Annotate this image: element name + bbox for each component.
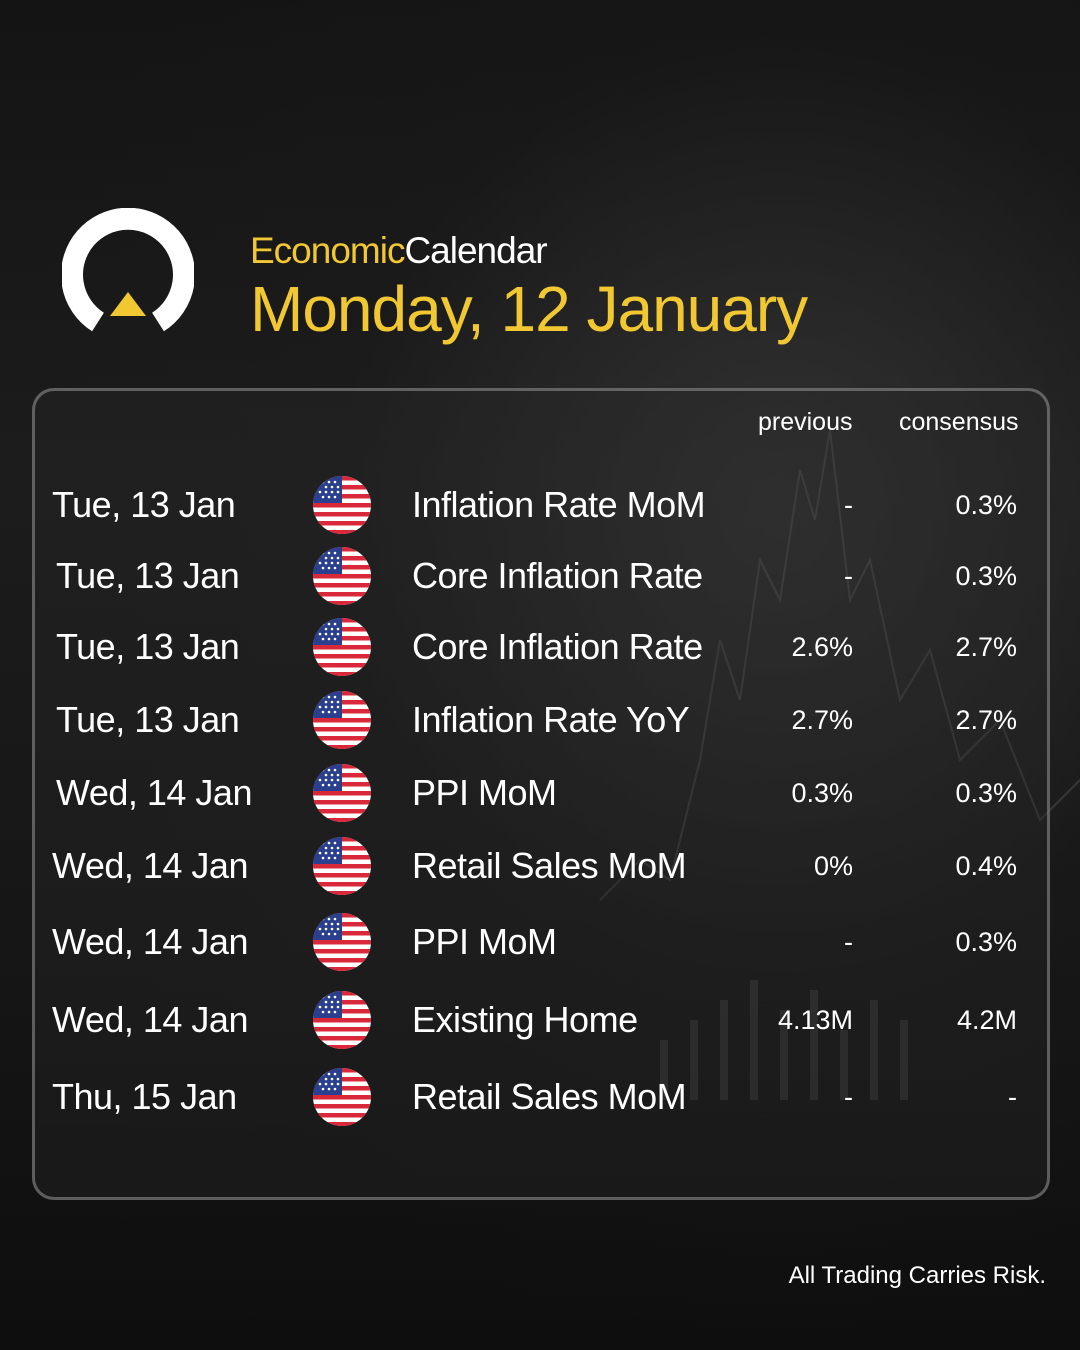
header-label-plain: Calendar [404, 230, 547, 271]
page-title: Monday, 12 January [250, 273, 808, 345]
event-previous: 0.3% [791, 778, 853, 808]
event-name: Core Inflation Rate [412, 555, 703, 596]
event-consensus: 4.2M [956, 1005, 1017, 1035]
us-flag-icon [313, 764, 371, 822]
us-flag-icon [313, 547, 371, 605]
event-consensus: 0.3% [955, 490, 1017, 520]
event-consensus: 2.7% [955, 705, 1017, 735]
us-flag-icon [313, 837, 371, 895]
event-row: Tue, 13 Jan Inflation Rate MoM - 0.3% [0, 470, 1080, 540]
calendar-panel [32, 388, 1050, 1200]
event-consensus: 0.3% [955, 927, 1017, 957]
header-label-accent: Economic [250, 230, 405, 271]
us-flag-icon [313, 1068, 371, 1126]
us-flag-icon [313, 991, 371, 1049]
event-date: Tue, 13 Jan [52, 484, 236, 525]
event-row: Tue, 13 Jan Inflation Rate YoY 2.7% 2.7% [0, 685, 1080, 755]
event-row: Wed, 14 Jan Retail Sales MoM 0% 0.4% [0, 831, 1080, 901]
event-name: Inflation Rate YoY [412, 699, 690, 740]
event-name: PPI MoM [412, 921, 557, 962]
event-row: Tue, 13 Jan Core Inflation Rate - 0.3% [0, 541, 1080, 611]
event-consensus: 0.3% [955, 561, 1017, 591]
event-previous: - [844, 490, 853, 520]
event-consensus: 0.3% [955, 778, 1017, 808]
event-name: Retail Sales MoM [412, 845, 687, 886]
brand-logo [62, 208, 194, 332]
event-previous: - [844, 1082, 853, 1112]
event-name: Retail Sales MoM [412, 1076, 687, 1117]
disclaimer: All Trading Carries Risk. [788, 1262, 1046, 1289]
event-name: Inflation Rate MoM [412, 484, 706, 525]
event-date: Tue, 13 Jan [56, 555, 240, 596]
event-consensus: - [1008, 1082, 1017, 1112]
event-previous: - [844, 561, 853, 591]
event-previous: 4.13M [777, 1005, 853, 1035]
event-name: PPI MoM [412, 772, 557, 813]
us-flag-icon [313, 618, 371, 676]
event-previous: 2.7% [791, 705, 853, 735]
event-previous: - [844, 927, 853, 957]
event-consensus: 0.4% [955, 851, 1017, 881]
event-consensus: 2.7% [955, 632, 1017, 662]
event-row: Wed, 14 Jan PPI MoM 0.3% 0.3% [0, 758, 1080, 828]
event-row: Thu, 15 Jan Retail Sales MoM - - [0, 1062, 1080, 1132]
event-row: Wed, 14 Jan Existing Home 4.13M 4.2M [0, 985, 1080, 1055]
event-date: Wed, 14 Jan [56, 772, 252, 813]
header-label: EconomicCalendar [250, 230, 548, 272]
event-name: Existing Home [412, 999, 638, 1040]
event-date: Tue, 13 Jan [56, 699, 240, 740]
event-row: Wed, 14 Jan PPI MoM - 0.3% [0, 907, 1080, 977]
event-previous: 0% [813, 851, 853, 881]
event-date: Wed, 14 Jan [52, 999, 248, 1040]
us-flag-icon [313, 476, 371, 534]
event-date: Wed, 14 Jan [52, 921, 248, 962]
event-row: Tue, 13 Jan Core Inflation Rate 2.6% 2.7% [0, 612, 1080, 682]
us-flag-icon [313, 913, 371, 971]
column-header-previous: previous [758, 408, 853, 436]
event-date: Thu, 15 Jan [52, 1076, 237, 1117]
event-date: Tue, 13 Jan [56, 626, 240, 667]
us-flag-icon [313, 691, 371, 749]
event-date: Wed, 14 Jan [52, 845, 248, 886]
event-name: Core Inflation Rate [412, 626, 703, 667]
column-header-consensus: consensus [899, 408, 1019, 436]
event-previous: 2.6% [791, 632, 853, 662]
